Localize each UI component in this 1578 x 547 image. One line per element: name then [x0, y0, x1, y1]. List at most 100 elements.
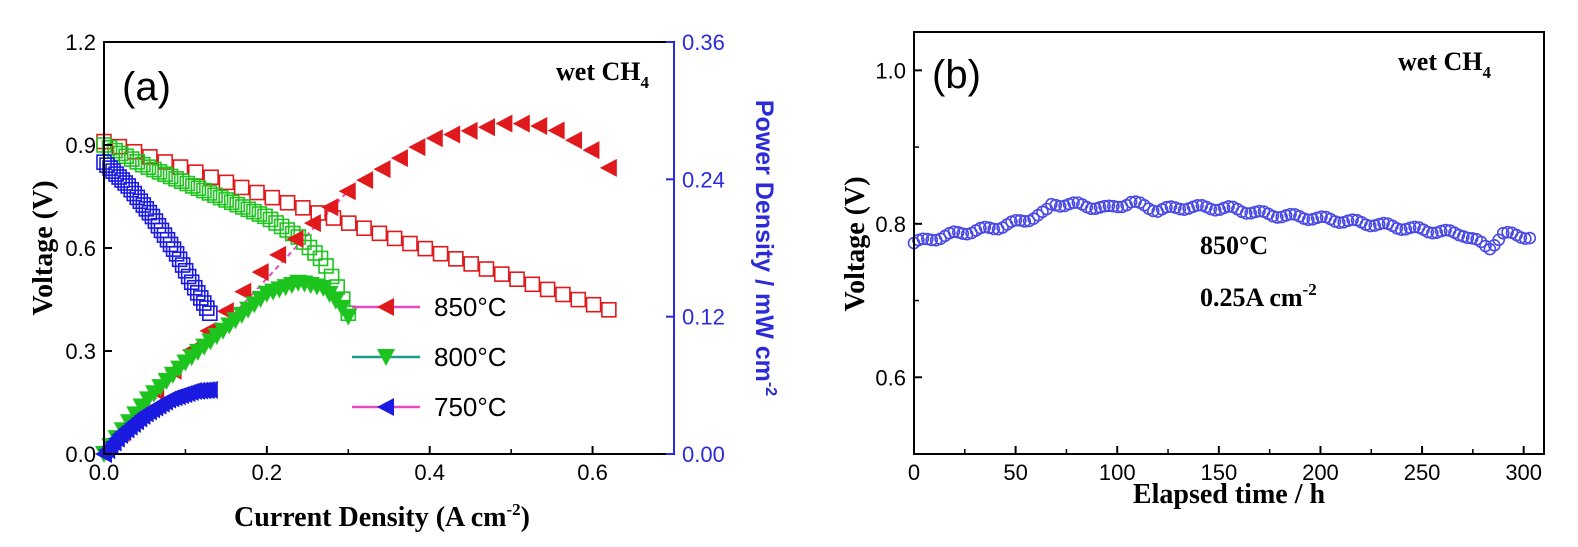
y2-tick-label: 0.36	[682, 30, 725, 55]
data-point	[199, 300, 215, 316]
data-point	[509, 271, 525, 288]
panel-b-current-note: 0.25A cm-2	[1200, 280, 1317, 312]
data-point	[333, 299, 352, 317]
data-point	[196, 182, 212, 199]
panel-b-ticks: 0 50 100 150 200 250 300 0.6 0.8 1.0	[875, 58, 1542, 485]
data-point	[1018, 215, 1032, 228]
data-point	[1239, 207, 1253, 220]
legend-marker	[377, 298, 394, 316]
data-point	[570, 291, 587, 308]
data-point	[417, 240, 434, 257]
panel-a-annotation: wet CH4	[556, 57, 649, 92]
data-point	[1315, 210, 1328, 223]
data-point	[323, 268, 340, 285]
data-point	[448, 251, 464, 267]
data-point	[186, 279, 203, 296]
series-2	[96, 154, 218, 322]
data-point	[286, 230, 304, 249]
data-point	[530, 117, 548, 136]
panel-b-temperature-note: 850°C	[1200, 231, 1268, 260]
series-0	[907, 195, 1537, 256]
x-tick-label: 50	[1003, 460, 1027, 485]
data-point	[156, 227, 173, 243]
panel-b-marks	[907, 195, 1537, 256]
data-point	[565, 131, 583, 150]
data-point	[190, 180, 207, 197]
data-point	[1107, 199, 1120, 213]
data-point	[947, 225, 961, 239]
data-point	[218, 192, 234, 208]
data-point	[189, 285, 206, 301]
series-0	[96, 133, 617, 318]
legend-entry: 750°C	[352, 392, 507, 422]
data-point	[402, 235, 418, 252]
panel-a-y2-axis-label: Power Density / mW cm-2	[750, 100, 779, 396]
data-point	[307, 245, 323, 261]
data-point	[201, 185, 218, 201]
data-point	[179, 175, 196, 192]
data-point	[196, 295, 212, 311]
data-point	[1146, 204, 1160, 218]
data-point	[246, 203, 262, 220]
data-point	[162, 236, 179, 253]
x-tick-label: 0.6	[577, 460, 608, 485]
data-point	[339, 308, 358, 326]
data-point	[1067, 196, 1080, 209]
legend-marker	[377, 398, 394, 416]
data-point	[202, 305, 218, 322]
panel-a-label: (a)	[122, 65, 171, 109]
data-point	[1301, 213, 1315, 227]
data-point	[1102, 199, 1116, 213]
data-point	[408, 138, 426, 157]
data-point	[956, 227, 970, 240]
data-point	[240, 201, 257, 218]
data-point	[1461, 231, 1475, 245]
data-point	[1160, 200, 1173, 214]
legend-marker	[377, 349, 395, 366]
legend-label: 850°C	[434, 292, 507, 322]
y2-tick-label: 0.24	[682, 167, 725, 192]
x-tick-label: 0.2	[252, 460, 283, 485]
data-point	[987, 222, 1001, 236]
data-point	[99, 157, 115, 173]
panel-b-x-axis-label: Elapsed time / h	[1133, 479, 1326, 510]
legend-label: 800°C	[434, 342, 507, 372]
data-point	[1191, 198, 1204, 212]
data-point	[159, 231, 176, 248]
data-point	[1403, 221, 1417, 235]
data-point	[539, 281, 556, 298]
data-point	[147, 213, 164, 229]
y-tick-label: 1.0	[875, 58, 906, 83]
data-point	[162, 168, 179, 185]
data-point	[144, 208, 161, 225]
data-point	[229, 196, 246, 213]
x-tick-label: 200	[1302, 460, 1339, 485]
data-point	[111, 169, 127, 185]
data-point	[112, 145, 129, 162]
data-point	[165, 241, 182, 257]
data-point	[223, 194, 240, 211]
data-point	[141, 204, 158, 221]
data-point	[925, 233, 939, 247]
data-point	[371, 225, 388, 242]
data-point	[1164, 200, 1178, 213]
data-point	[200, 380, 218, 399]
data-point	[1523, 231, 1537, 245]
data-point	[1098, 199, 1111, 213]
data-point	[1084, 202, 1098, 216]
data-point	[1053, 200, 1067, 213]
data-point	[177, 262, 194, 279]
data-point	[555, 286, 571, 303]
data-point	[140, 159, 157, 175]
data-point	[318, 258, 334, 274]
data-point	[157, 166, 173, 182]
data-point	[425, 129, 443, 148]
y-tick-label: 0.8	[875, 212, 906, 237]
panel-a-chart: 0.0 0.2 0.4 0.6 0.0 0.3 0.6 0.9 1.2 0.00 0.12 0.24 0…	[28, 30, 779, 533]
data-point	[1377, 216, 1390, 230]
data-point	[129, 154, 146, 170]
data-point	[192, 290, 209, 306]
panel-b-y-axis-label: Voltage (V)	[840, 176, 871, 311]
panel-a-y-axis-label: Voltage (V)	[28, 180, 59, 315]
